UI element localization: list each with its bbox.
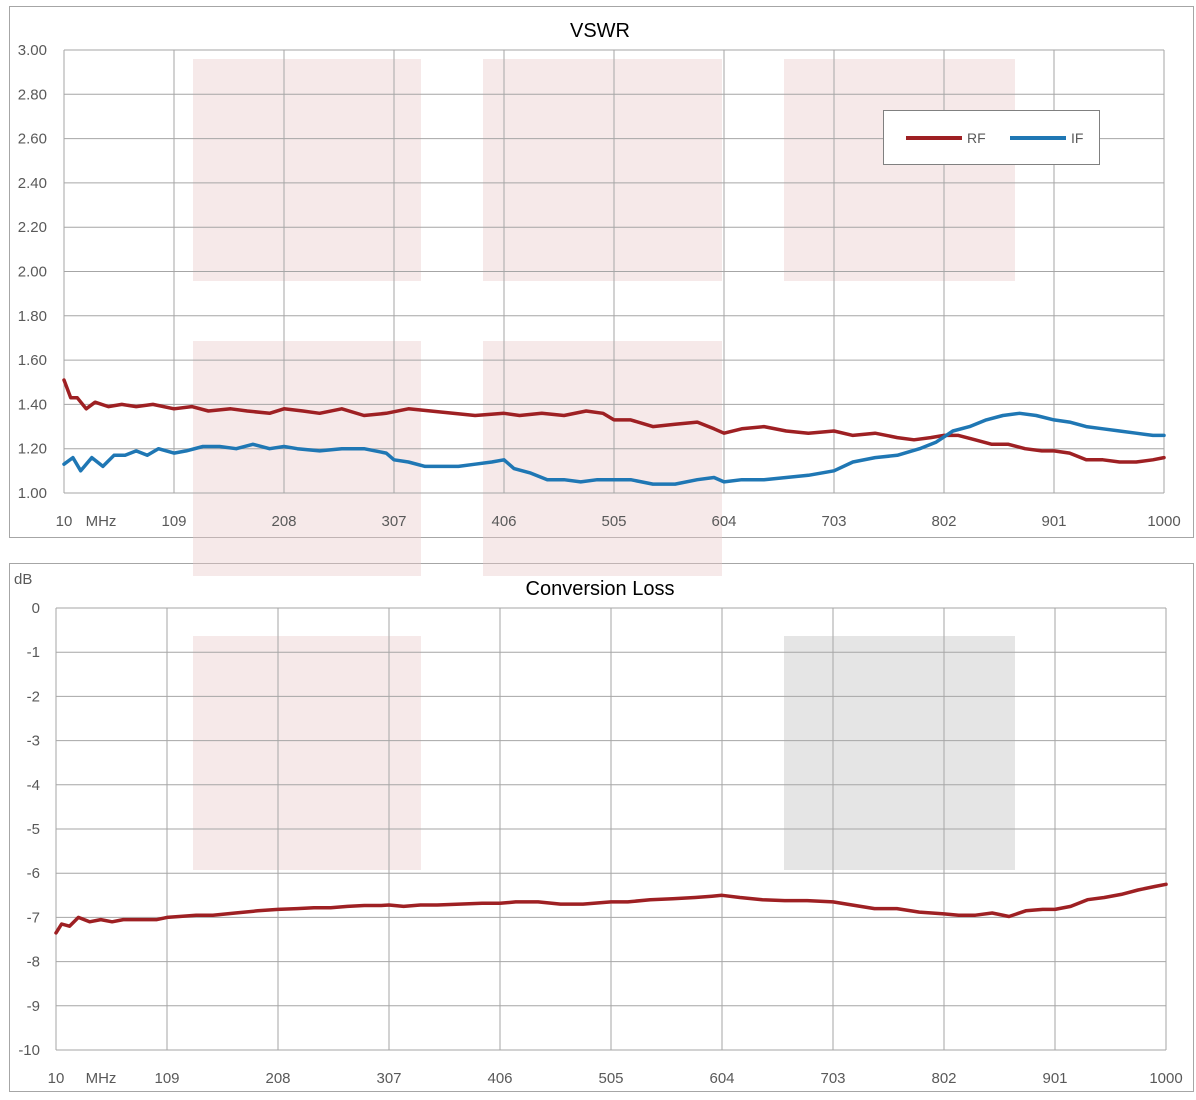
x-tick-label: 10 [56,513,73,530]
y-tick-label: 2.40 [18,175,47,192]
overlay-block [483,341,722,576]
y-tick-label: -5 [27,821,40,838]
x-tick-label: 208 [271,513,296,530]
x-tick-label: 703 [821,513,846,530]
y-tick-label: -4 [27,777,40,794]
x-tick-label: 901 [1041,513,1066,530]
x-tick-label: 307 [381,513,406,530]
y-tick-label: -6 [27,865,40,882]
x-tick-label: 10 [48,1070,65,1087]
series-line [54,882,1168,935]
x-tick-label: 406 [487,1070,512,1087]
loss-panel-frame [9,563,1194,1092]
y-tick-label: 1.40 [18,396,47,413]
y-tick-label: 2.20 [18,219,47,236]
vswr-chart: 1.00 1.20 1.40 1.60 1.80 2.00 2.20 2.40 2.60 2.80… [18,20,1181,530]
y-tick-label: -9 [27,998,40,1015]
x-tick-label: 1000 [1149,1070,1182,1087]
legend-label-if: IF [1071,130,1083,146]
y-tick-label: -3 [27,733,40,750]
series-line-if [62,411,1166,486]
x-unit-label: MHz [86,1070,117,1087]
overlay-block [193,59,421,281]
overlay-block [193,341,421,576]
y-tick-label: -2 [27,688,40,705]
chart-title: Conversion Loss [526,578,675,600]
x-tick-label: 505 [598,1070,623,1087]
y-tick-label: 1.80 [18,308,47,325]
x-tick-label: 802 [931,513,956,530]
x-tick-label: 1000 [1147,513,1180,530]
x-tick-label: 604 [711,513,736,530]
x-unit-label: MHz [86,513,117,530]
chart-title: VSWR [570,20,630,42]
y-tick-label: 2.80 [18,86,47,103]
x-tick-label: 604 [709,1070,734,1087]
x-tick-label: 307 [376,1070,401,1087]
overlay-blocks [193,59,1015,870]
x-tick-label: 109 [161,513,186,530]
x-tick-label: 505 [601,513,626,530]
x-tick-label: 802 [931,1070,956,1087]
y-tick-label: 2.00 [18,264,47,281]
x-tick-label: 901 [1042,1070,1067,1087]
overlay-block [784,636,1015,870]
y-tick-label: 3.00 [18,42,47,59]
y-tick-label: -8 [27,954,40,971]
y-tick-label: 1.00 [18,485,47,502]
y-tick-label: -1 [27,644,40,661]
series-line-rf [62,378,1166,464]
y-tick-label: -10 [18,1042,40,1059]
overlay-block [193,636,421,870]
x-tick-label: 703 [820,1070,845,1087]
x-tick-label: 109 [154,1070,179,1087]
y-tick-label: 1.60 [18,352,47,369]
chart-legend: RF IF [883,110,1100,165]
y-tick-label: 0 [32,600,40,617]
y-axis-label: dB [14,571,32,588]
y-tick-label: 1.20 [18,441,47,458]
x-tick-label: 406 [491,513,516,530]
legend-label-rf: RF [967,130,986,146]
overlay-block [784,59,1015,281]
overlay-block [483,59,722,281]
x-tick-label: 208 [265,1070,290,1087]
y-tick-label: 2.60 [18,131,47,148]
y-tick-label: -7 [27,909,40,926]
